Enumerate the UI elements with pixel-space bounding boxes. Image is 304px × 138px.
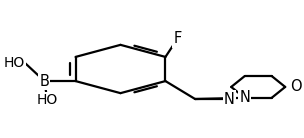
Text: B: B bbox=[40, 74, 49, 89]
Text: N: N bbox=[239, 90, 250, 105]
Text: F: F bbox=[173, 31, 181, 47]
Text: N: N bbox=[224, 91, 235, 107]
Text: HO: HO bbox=[4, 56, 25, 70]
Text: O: O bbox=[290, 79, 301, 94]
Text: HO: HO bbox=[37, 93, 58, 107]
